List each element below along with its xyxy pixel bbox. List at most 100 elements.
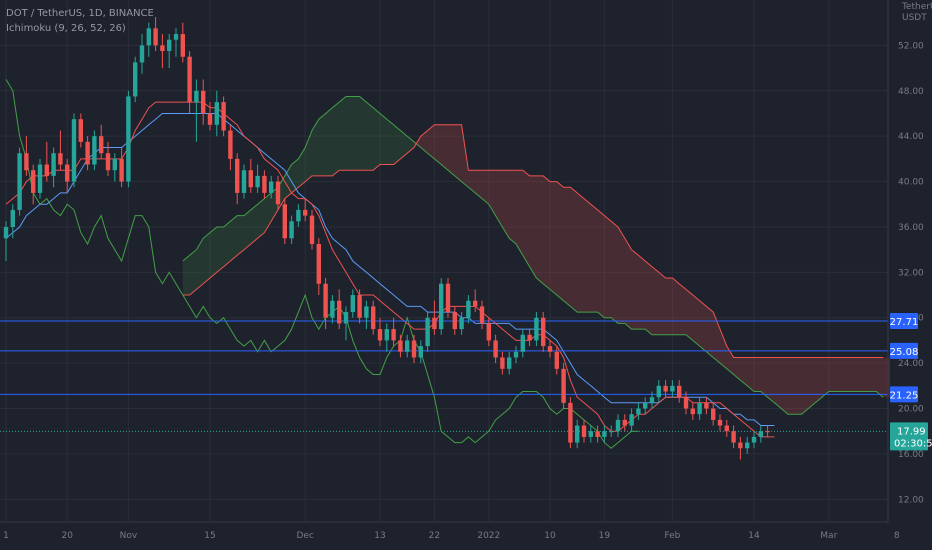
cloud-segment-bearish xyxy=(461,124,469,188)
cloud-segment-bearish xyxy=(658,272,666,335)
cloud-segment-bearish xyxy=(441,124,448,171)
x-tick-label: 14 xyxy=(748,531,760,541)
cloud-segment-bearish xyxy=(706,306,714,358)
cloud-segment-bullish xyxy=(244,209,251,250)
x-tick-label: 19 xyxy=(599,531,611,541)
candle-body xyxy=(588,431,593,437)
cloud-segment-bearish xyxy=(475,170,482,199)
candle-body xyxy=(425,317,430,347)
cloud-segment-bearish xyxy=(597,209,605,318)
x-tick-label: 15 xyxy=(204,531,215,541)
cloud-segment-bearish xyxy=(604,215,612,318)
candle-body xyxy=(119,158,124,182)
cloud-segment-bearish xyxy=(645,261,652,335)
cloud-segment-bearish xyxy=(849,357,856,392)
candle-body xyxy=(384,329,389,341)
candle-body xyxy=(248,170,253,188)
cloud-segment-bearish xyxy=(869,357,877,392)
candle-body xyxy=(697,402,702,415)
cloud-segment-bearish xyxy=(781,357,788,415)
candle-body xyxy=(364,306,369,318)
candle-body xyxy=(527,334,532,341)
cloud-segment-bullish xyxy=(400,130,408,159)
candle-body xyxy=(71,119,77,182)
candle-body xyxy=(37,164,43,193)
candle-body xyxy=(745,442,750,449)
x-tick-label: Feb xyxy=(664,531,680,541)
price-axis-unit-line1: TetherUS xyxy=(901,2,932,12)
cloud-segment-bearish xyxy=(529,175,537,278)
cloud-segment-bearish xyxy=(754,357,761,392)
cloud-segment-bearish xyxy=(434,124,442,165)
candle-body xyxy=(466,300,471,318)
horizontal-line-price-tag xyxy=(890,313,918,330)
candle-body xyxy=(507,357,512,369)
cloud-segment-bullish xyxy=(189,249,197,295)
candle-body xyxy=(255,175,260,188)
x-tick-label: 1 xyxy=(3,531,9,541)
candle-body xyxy=(473,300,478,307)
candle-body xyxy=(235,158,240,193)
cloud-segment-bearish xyxy=(509,170,516,244)
cloud-segment-bearish xyxy=(733,357,741,381)
candle-body xyxy=(289,221,294,239)
candle-body xyxy=(547,346,553,352)
candle-body xyxy=(221,102,226,131)
y-tick-label: 48.00 xyxy=(898,87,924,97)
cloud-segment-bullish xyxy=(393,124,401,165)
chikou-span-line xyxy=(5,79,639,449)
cloud-segment-bearish xyxy=(862,357,870,392)
senkou-span-b-line xyxy=(182,124,884,358)
y-tick-label: 16.00 xyxy=(898,450,924,460)
indicator-title[interactable]: Ichimoku (9, 26, 52, 26) xyxy=(6,23,126,34)
horizontal-lines[interactable] xyxy=(0,320,888,432)
y-tick-label: 24.00 xyxy=(898,359,924,369)
cloud-segment-bearish xyxy=(563,187,571,307)
x-tick-labels: 1 20 Nov 15 Dec 13 22 2022 10 19 Feb 14 Mar 8 xyxy=(3,531,900,541)
y-tick-label: 12.00 xyxy=(898,495,924,505)
cloud-segment-bearish xyxy=(835,357,843,392)
x-tick-label: 22 xyxy=(429,531,440,541)
cloud-segment-bullish xyxy=(318,113,326,176)
cloud-segment-bearish xyxy=(794,357,802,415)
cloud-segment-bullish xyxy=(298,147,306,188)
candle-body xyxy=(602,431,607,437)
candle-body xyxy=(99,136,104,154)
candle-body xyxy=(58,153,63,165)
candle-body xyxy=(541,317,546,347)
symbol-title[interactable]: DOT / TetherUS, 1D, BINANCE xyxy=(6,8,154,19)
cloud-segment-bearish xyxy=(801,357,809,415)
candle-body xyxy=(330,300,335,318)
candle-body xyxy=(405,340,410,352)
cloud-segment-bullish xyxy=(386,119,394,165)
cloud-segment-bearish xyxy=(624,238,632,330)
candle-body xyxy=(568,402,573,443)
tenkan-sen-line xyxy=(5,101,775,438)
cloud-segment-bearish xyxy=(876,357,884,398)
cloud-segment-bearish xyxy=(822,357,829,398)
cloud-segment-bearish xyxy=(536,175,544,284)
cloud-segment-bearish xyxy=(611,221,618,324)
candle-body xyxy=(704,402,709,409)
price-axis[interactable]: TetherUS USDT xyxy=(887,0,932,522)
candle-body xyxy=(139,45,145,63)
cloud-segment-bearish xyxy=(808,357,816,409)
cloud-segment-bullish xyxy=(380,113,387,165)
candle-body xyxy=(133,62,138,97)
candle-body xyxy=(479,306,485,324)
cloud-segment-bearish xyxy=(767,357,775,403)
cloud-segment-bearish xyxy=(665,278,673,335)
cloud-segment-bearish xyxy=(686,289,693,341)
candle-body xyxy=(561,368,566,403)
candle-body xyxy=(554,351,559,369)
y-tick-label: 40.00 xyxy=(898,178,924,188)
candle-body xyxy=(275,181,281,205)
x-tick-label: 20 xyxy=(61,531,73,541)
x-tick-label: Nov xyxy=(120,531,138,541)
candle-body xyxy=(296,209,301,222)
candle-body xyxy=(228,130,233,159)
candle-body xyxy=(609,431,614,433)
y-tick-label: 32.00 xyxy=(898,268,924,278)
candle-body xyxy=(24,153,29,171)
